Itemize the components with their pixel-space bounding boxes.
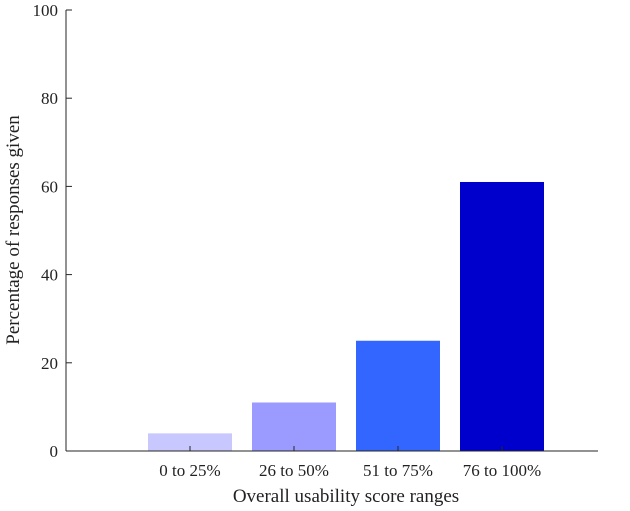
bar-1 <box>148 433 232 451</box>
bar-2 <box>252 402 336 451</box>
y-tick-label: 40 <box>41 266 58 285</box>
y-tick-label: 100 <box>33 1 59 20</box>
x-tick-label: 51 to 75% <box>363 461 433 480</box>
x-tick-label: 0 to 25% <box>159 461 220 480</box>
y-tick-label: 0 <box>50 442 59 461</box>
y-tick-label: 80 <box>41 89 58 108</box>
bar-3 <box>356 340 440 451</box>
bar-4 <box>460 181 544 452</box>
y-ticks-group: 0 20 40 60 80 100 <box>33 1 72 461</box>
x-axis-label: Overall usability score ranges <box>233 486 459 507</box>
y-axis-label: Percentage of responses given <box>3 115 24 345</box>
y-tick-label: 60 <box>41 177 58 196</box>
axes-group <box>65 10 598 452</box>
y-tick-label: 20 <box>41 354 58 373</box>
bars-group <box>148 181 544 452</box>
x-ticks-group: 0 to 25% 26 to 50% 51 to 75% 76 to 100% <box>159 446 541 480</box>
x-tick-label: 76 to 100% <box>463 461 541 480</box>
x-tick-label: 26 to 50% <box>259 461 329 480</box>
